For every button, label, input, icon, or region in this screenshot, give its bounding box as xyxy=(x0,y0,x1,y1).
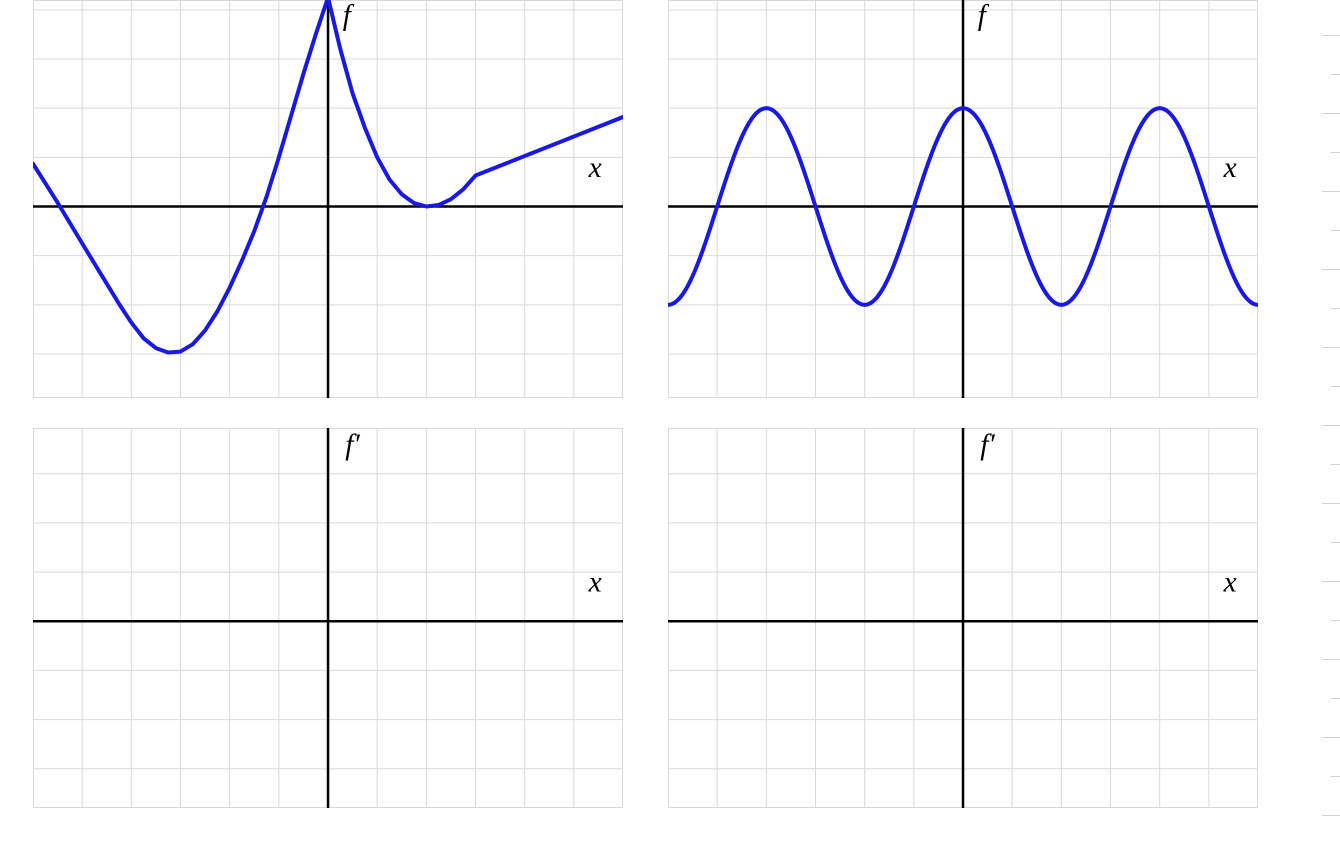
axes xyxy=(33,0,623,398)
chart-svg-bottom-left: f′ x xyxy=(33,428,623,808)
ruler-tick-minor xyxy=(1331,386,1340,387)
chart-svg-bottom-right: f′ x xyxy=(668,428,1258,808)
ruler-tick xyxy=(1322,581,1340,582)
axis-labels: fx xyxy=(978,0,1237,184)
ruler-tick xyxy=(1322,815,1340,816)
ruler-tick xyxy=(1322,347,1340,348)
ruler-tick-minor xyxy=(1331,464,1340,465)
axes xyxy=(668,0,1258,398)
axis-labels: f′ x xyxy=(980,429,1236,599)
ruler-tick-minor xyxy=(1331,620,1340,621)
y-axis-label: f′ xyxy=(345,429,360,461)
ruler-tick-minor xyxy=(1331,308,1340,309)
ruler-tick xyxy=(1322,35,1340,36)
chart-svg-top-left: fx xyxy=(33,0,623,398)
ruler-tick xyxy=(1322,737,1340,738)
y-axis-label: f xyxy=(343,0,355,32)
ruler-tick-minor xyxy=(1331,542,1340,543)
vertical-ruler xyxy=(1302,0,1340,854)
ruler-tick xyxy=(1322,191,1340,192)
ruler-tick-minor xyxy=(1331,776,1340,777)
x-axis-label: x xyxy=(1223,567,1237,599)
ruler-tick xyxy=(1322,659,1340,660)
y-axis-label: f′ xyxy=(980,429,995,461)
chart-top-left: fx xyxy=(33,0,623,398)
ruler-tick-minor xyxy=(1331,74,1340,75)
ruler-tick xyxy=(1322,503,1340,504)
ruler-tick xyxy=(1322,269,1340,270)
charts-grid: fx fx f′x f′x xyxy=(33,0,1258,808)
axes xyxy=(668,428,1258,808)
x-axis-label: x xyxy=(588,567,602,599)
ruler-tick-minor xyxy=(1331,698,1340,699)
page-container: fx fx f′x f′x xyxy=(0,0,1340,854)
axes xyxy=(33,428,623,808)
ruler-tick-minor xyxy=(1331,230,1340,231)
x-axis-label: x xyxy=(588,152,602,184)
chart-svg-top-right: fx xyxy=(668,0,1258,398)
axis-labels: fx xyxy=(343,0,602,184)
chart-top-right: fx xyxy=(668,0,1258,398)
ruler-tick xyxy=(1322,113,1340,114)
chart-bottom-right: f′ x xyxy=(668,428,1258,808)
y-axis-label: f xyxy=(978,0,990,32)
ruler-tick xyxy=(1322,425,1340,426)
x-axis-label: x xyxy=(1223,152,1237,184)
chart-bottom-left: f′ x xyxy=(33,428,623,808)
axis-labels: f′ x xyxy=(345,429,601,599)
ruler-tick-minor xyxy=(1331,152,1340,153)
